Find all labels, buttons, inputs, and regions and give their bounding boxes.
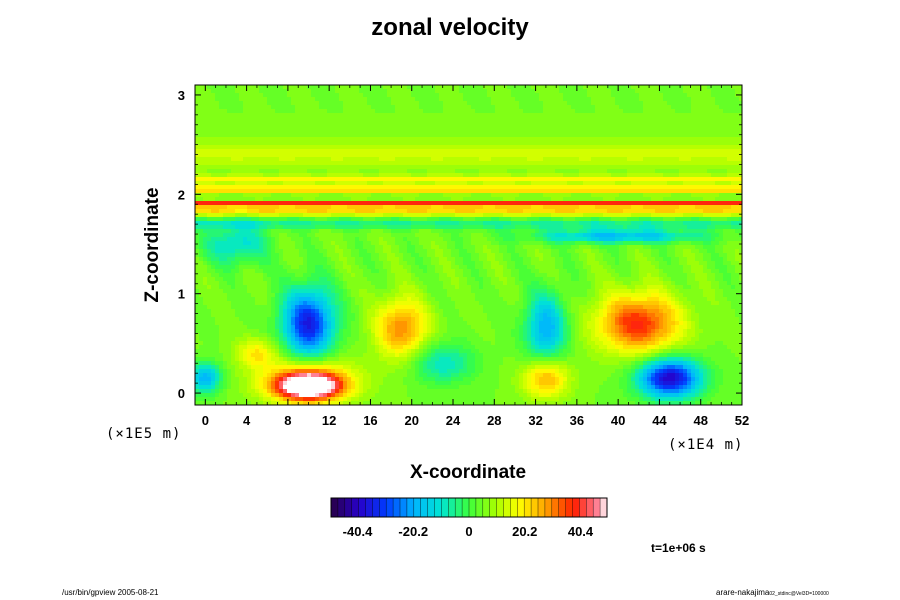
colorbar-step	[600, 498, 608, 517]
colorbar-step	[558, 498, 566, 517]
y-tick-label: 0	[178, 386, 185, 401]
colorbar-step	[538, 498, 546, 517]
y-tick-label: 2	[178, 187, 185, 202]
colorbar-step	[586, 498, 594, 517]
colorbar-step	[448, 498, 456, 517]
x-tick-label: 8	[284, 413, 291, 428]
x-tick-label: 24	[446, 413, 461, 428]
colorbar-step	[358, 498, 366, 517]
colorbar-step	[475, 498, 484, 517]
colorbar-tick-label: 0	[465, 524, 472, 539]
colorbar-step	[372, 498, 380, 517]
x-tick-label: 52	[735, 413, 749, 428]
time-label: t=1e+06 s	[651, 541, 706, 555]
footer-author-name: arare-nakajima	[716, 588, 770, 597]
x-axis-title: X-coordinate	[410, 462, 526, 483]
colorbar-step	[386, 498, 394, 517]
colorbar-step	[572, 498, 580, 517]
colorbar-step	[593, 498, 601, 517]
x-tick-label: 32	[528, 413, 542, 428]
x-tick-label: 0	[202, 413, 209, 428]
x-tick-label: 40	[611, 413, 625, 428]
colorbar-step	[393, 498, 401, 517]
colorbar-step	[489, 498, 497, 517]
colorbar-step	[406, 498, 415, 517]
colorbar-step	[469, 498, 477, 517]
chart-title: zonal velocity	[371, 14, 529, 41]
x-axis: 0 4 8 12 16 20 24 28 32 36 40 44 48 52	[202, 85, 749, 428]
colorbar-step	[503, 498, 511, 517]
x-tick-label: 36	[570, 413, 584, 428]
colorbar-step	[344, 498, 352, 517]
colorbar-step	[517, 498, 525, 517]
x-tick-label: 4	[243, 413, 251, 428]
colorbar-step	[565, 498, 573, 517]
plot-frame	[194, 84, 743, 406]
colorbar-step	[420, 498, 428, 517]
x-tick-label: 12	[322, 413, 336, 428]
colorbar-step	[351, 498, 359, 517]
colorbar: -40.4 -20.2 0 20.2 40.4	[330, 497, 608, 539]
colorbar-step	[441, 498, 449, 517]
colorbar-step	[455, 498, 463, 517]
x-tick-label: 20	[405, 413, 419, 428]
x-unit-label: (×1E4 m)	[668, 437, 743, 453]
footer-author-sub: 02_stdinc@Vel3D=100000	[769, 591, 829, 597]
colorbar-step	[365, 498, 373, 517]
heatmap-field	[195, 85, 742, 405]
x-tick-label: 44	[652, 413, 667, 428]
x-tick-label: 48	[693, 413, 707, 428]
colorbar-step	[400, 498, 408, 517]
colorbar-scale	[330, 497, 608, 518]
y-tick-label: 1	[178, 287, 185, 302]
x-tick-label: 16	[363, 413, 377, 428]
colorbar-step	[524, 498, 532, 517]
colorbar-step	[531, 498, 539, 517]
colorbar-step	[544, 498, 553, 517]
colorbar-step	[551, 498, 559, 517]
colorbar-step	[413, 498, 421, 517]
colorbar-step	[579, 498, 587, 517]
y-axis-title: Z-coordinate	[142, 187, 163, 302]
footer-command: /usr/bin/gpview 2005-08-21	[62, 588, 159, 597]
colorbar-tick-label: -20.2	[398, 524, 428, 539]
x-tick-label: 28	[487, 413, 501, 428]
colorbar-step	[496, 498, 504, 517]
colorbar-step	[462, 498, 470, 517]
y-unit-label: (×1E5 m)	[106, 426, 181, 442]
colorbar-step	[379, 498, 387, 517]
colorbar-step	[482, 498, 490, 517]
colorbar-tick-label: 40.4	[568, 524, 594, 539]
colorbar-step	[427, 498, 435, 517]
colorbar-step	[510, 498, 518, 517]
colorbar-step	[337, 498, 346, 517]
colorbar-step	[331, 498, 339, 517]
colorbar-tick-label: -40.4	[343, 524, 373, 539]
footer-author: arare-nakajima02_stdinc@Vel3D=100000	[716, 588, 829, 597]
colorbar-tick-label: 20.2	[512, 524, 537, 539]
y-axis: 0 1 2 3	[178, 88, 742, 401]
colorbar-step	[434, 498, 442, 517]
y-tick-label: 3	[178, 88, 185, 103]
